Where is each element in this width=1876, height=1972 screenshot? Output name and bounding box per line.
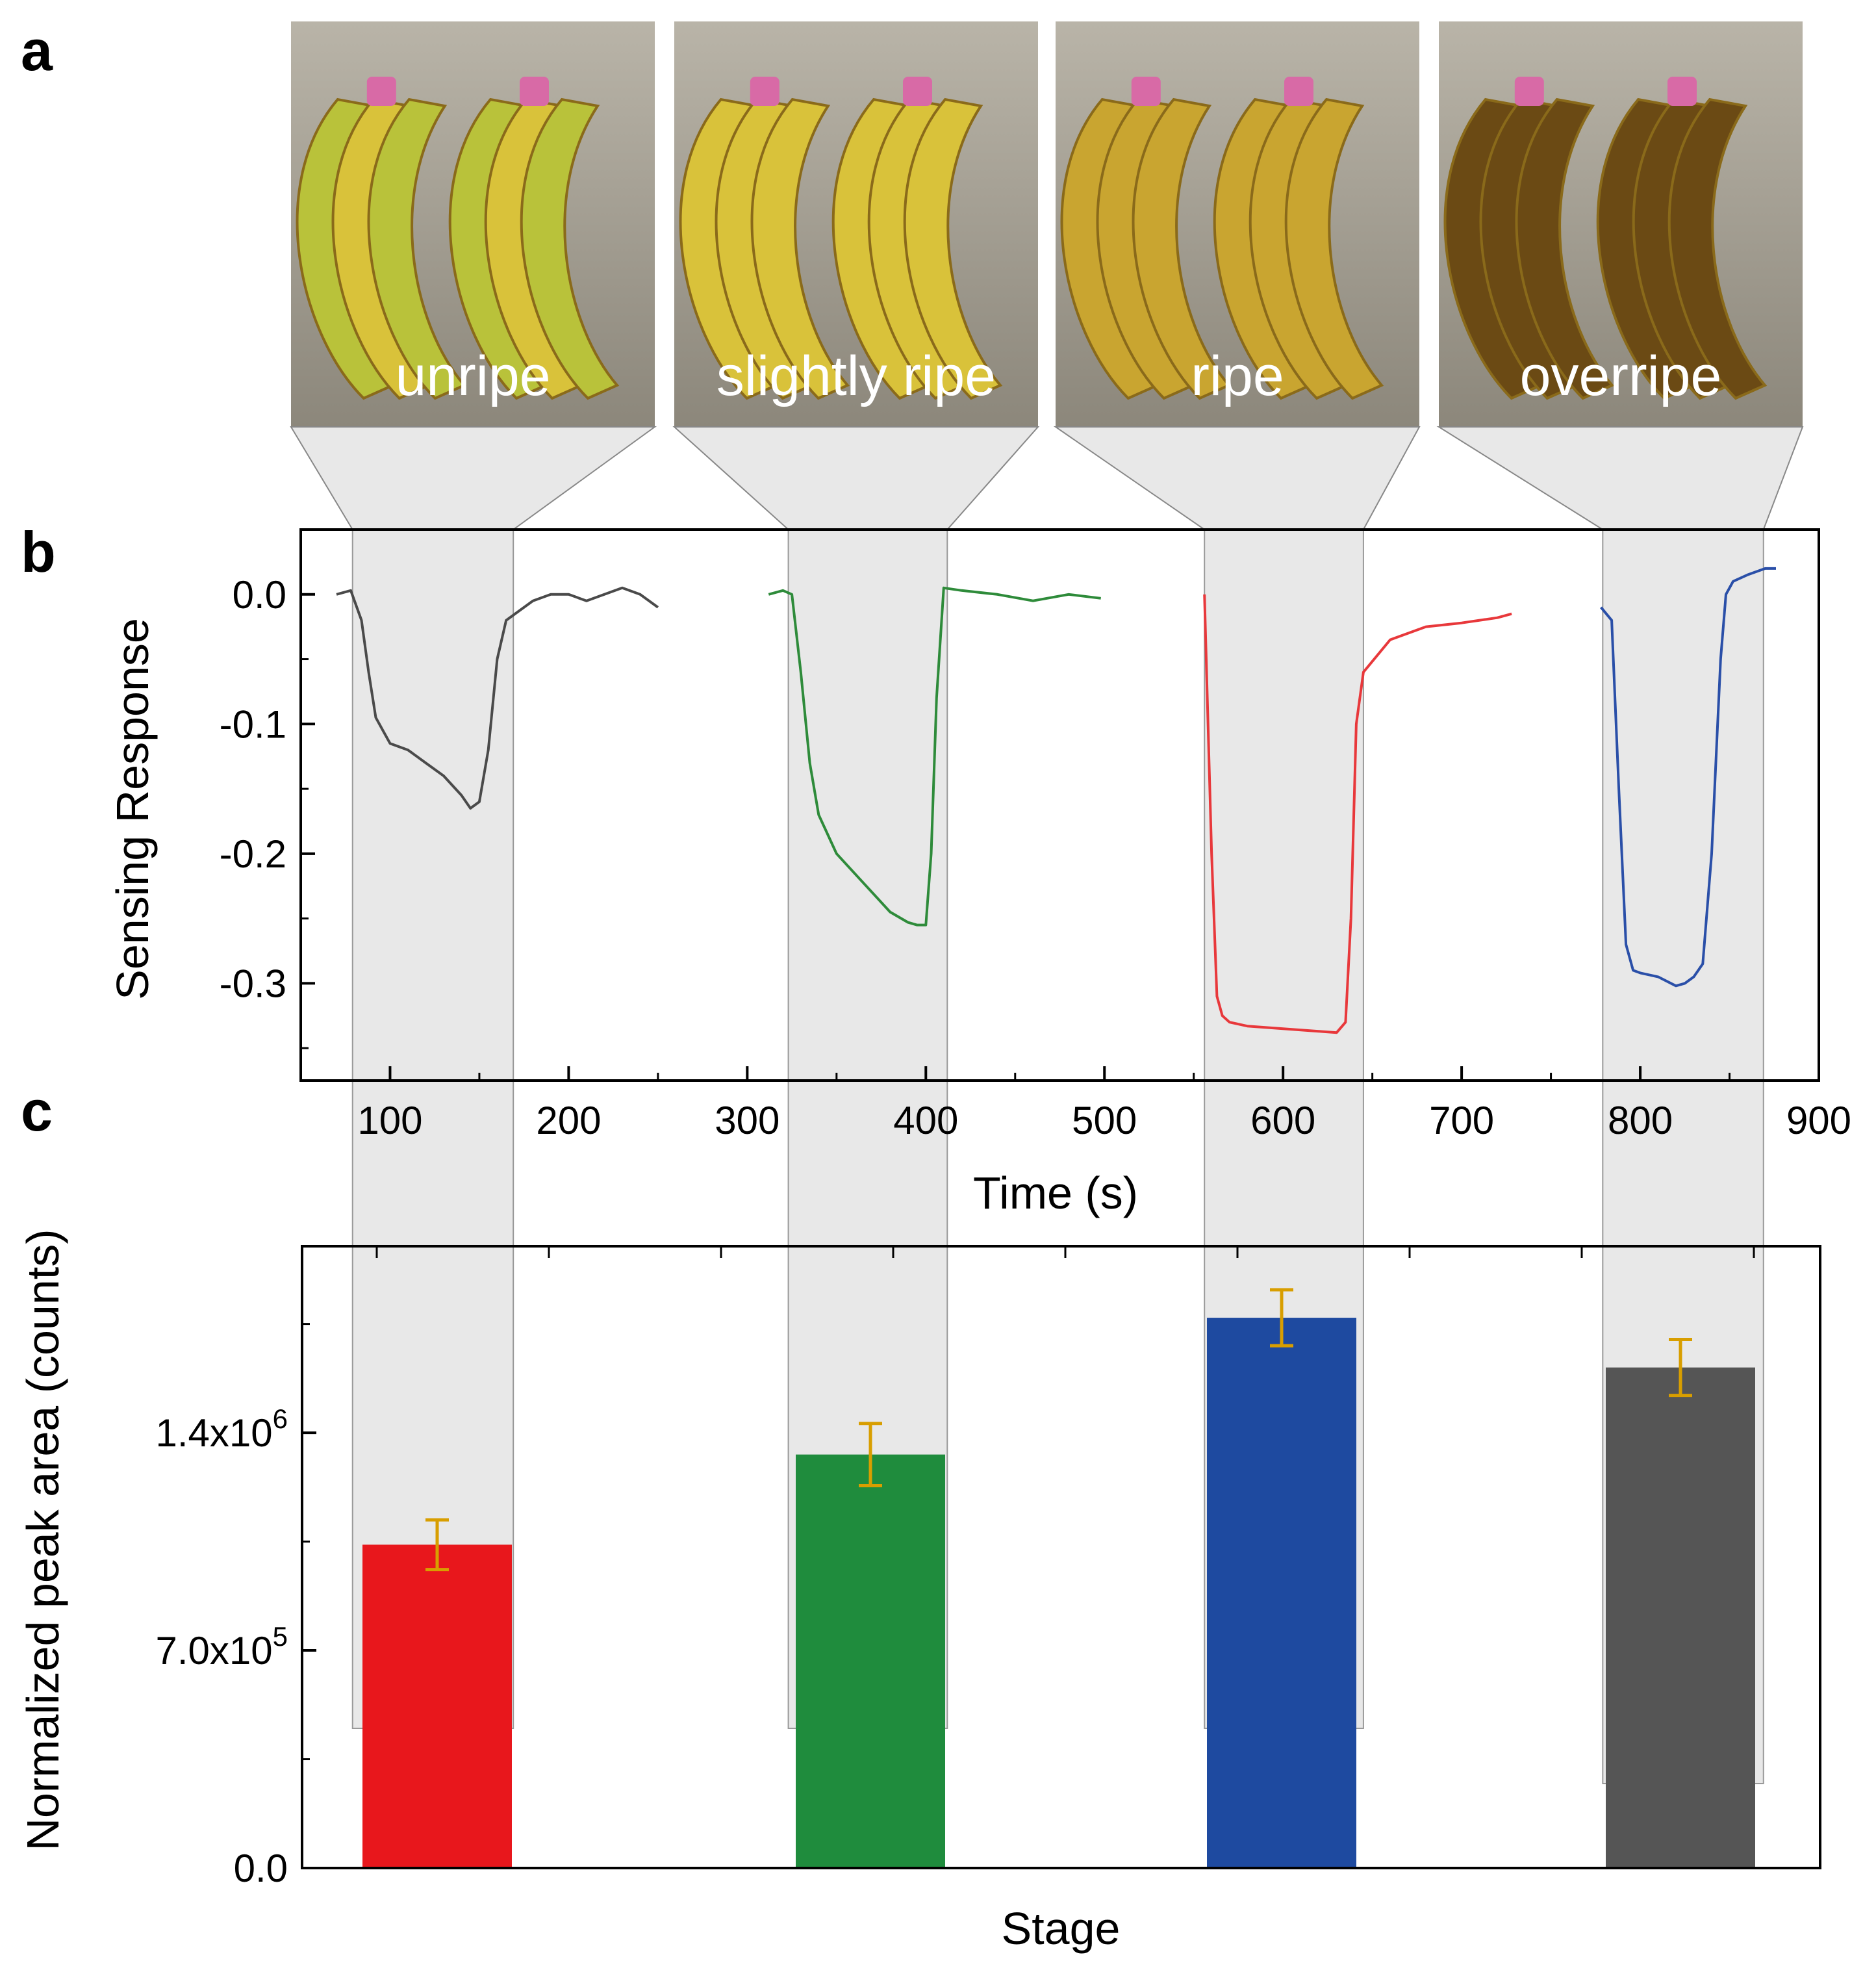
banana-icon xyxy=(750,97,850,400)
panel-label-a: a xyxy=(21,18,53,83)
banana-icon xyxy=(1667,97,1768,400)
connector-band-3 xyxy=(1204,1080,1364,1247)
bar-overripe xyxy=(1606,1367,1755,1868)
zoom-funnel-4 xyxy=(1436,426,1804,530)
stage-label-1: unripe xyxy=(395,345,550,407)
error-bar-3 xyxy=(1270,1288,1293,1348)
banana-icon xyxy=(903,97,1003,400)
series-line-unripe xyxy=(336,586,659,810)
b-x-tick-label: 600 xyxy=(1250,1099,1315,1142)
tag-icon xyxy=(903,77,932,106)
b-series-lines xyxy=(336,567,1776,1034)
photo-tile-4: overripe xyxy=(1439,21,1803,427)
b-x-tick-label: 200 xyxy=(536,1099,601,1142)
series-line-slightly-ripe xyxy=(768,586,1101,927)
c-y-tick-label: 7.0x105 xyxy=(155,1621,288,1672)
b-x-tick-label: 800 xyxy=(1608,1099,1673,1142)
photo-tile-2: slightly ripe xyxy=(674,21,1038,427)
b-x-tick-label: 100 xyxy=(357,1099,422,1142)
b-plot-frame xyxy=(299,528,1820,1082)
c-y-axis-label: Normalized peak area (counts) xyxy=(18,1229,68,1850)
tag-icon xyxy=(750,77,780,106)
panel-c-chart: 0.0 7.0x105 1.4x106 Stage Normalized peak … xyxy=(18,1229,1821,1954)
tag-icon xyxy=(1514,77,1544,106)
banana-icon xyxy=(367,97,467,400)
zoom-funnel-1 xyxy=(290,426,657,530)
connector-band-4 xyxy=(1602,1080,1764,1247)
b-band-3 xyxy=(1204,529,1364,1081)
series-line-ripe xyxy=(1203,594,1512,1034)
banana-icon xyxy=(1284,97,1384,400)
bar-unripe xyxy=(362,1544,512,1868)
banana-icon xyxy=(1132,97,1232,400)
b-axis-ticks: 100 200 300 400 500 600 700 800 900 0.0 -0.1 -0.2 -0… xyxy=(220,573,1851,1142)
zoom-funnel-3 xyxy=(1053,426,1421,530)
tag-icon xyxy=(1667,77,1697,106)
c-y-tick-label: 0.0 xyxy=(234,1847,288,1890)
stage-label-3: ripe xyxy=(1191,345,1284,407)
b-x-tick-label: 700 xyxy=(1429,1099,1494,1142)
c-axis-ticks: 0.0 7.0x105 1.4x106 xyxy=(155,1246,1755,1890)
c-x-axis-label: Stage xyxy=(1002,1903,1121,1954)
panel-label-b: b xyxy=(21,520,56,584)
b-y-tick-label: -0.2 xyxy=(220,832,286,876)
panel-a-photos: unripe slightly ripe ripe overripe xyxy=(290,21,1804,530)
zoom-funnel-2 xyxy=(672,426,1040,530)
stage-label-2: slightly ripe xyxy=(716,345,996,407)
connector-band-2 xyxy=(787,1080,948,1247)
photo-tile-3: ripe xyxy=(1056,21,1419,427)
stage-label-4: overripe xyxy=(1520,345,1722,407)
bar-slightly-ripe xyxy=(796,1454,945,1868)
error-bar-4 xyxy=(1669,1338,1692,1398)
bar-ripe xyxy=(1207,1318,1356,1868)
banana-icon xyxy=(1515,97,1615,400)
tag-icon xyxy=(366,77,396,106)
b-y-tick-label: -0.3 xyxy=(220,962,286,1005)
b-band-4 xyxy=(1602,529,1764,1081)
b-x-axis-label: Time (s) xyxy=(973,1168,1138,1218)
error-bar-2 xyxy=(859,1422,882,1487)
b-x-tick-label: 500 xyxy=(1072,1099,1137,1142)
c-plot-frame xyxy=(301,1245,1821,1869)
b-y-tick-label: -0.1 xyxy=(220,702,286,746)
c-bars xyxy=(362,1288,1755,1868)
error-bar-1 xyxy=(425,1518,449,1572)
c-y-tick-label: 1.4x106 xyxy=(155,1403,288,1455)
banana-icon xyxy=(520,97,620,400)
panel-b-chart: 100 200 300 400 500 600 700 800 900 0.0 -0.1 -0.2 -0… xyxy=(107,528,1851,1247)
c-highlight-bands xyxy=(351,1246,1764,1784)
tag-icon xyxy=(520,77,549,106)
b-x-tick-label: 900 xyxy=(1786,1099,1851,1142)
b-y-axis-label: Sensing Response xyxy=(107,618,158,1000)
photo-tile-1: unripe xyxy=(291,21,655,427)
b-band-2 xyxy=(787,529,948,1081)
b-highlight-bands xyxy=(351,529,1764,1247)
b-y-tick-label: 0.0 xyxy=(233,573,286,617)
b-x-tick-label: 300 xyxy=(715,1099,780,1142)
tag-icon xyxy=(1284,77,1313,106)
tag-icon xyxy=(1131,77,1161,106)
series-line-overripe xyxy=(1600,567,1776,988)
b-x-tick-label: 400 xyxy=(893,1099,958,1142)
panel-label-c: c xyxy=(21,1079,53,1143)
b-band-1 xyxy=(351,529,514,1081)
